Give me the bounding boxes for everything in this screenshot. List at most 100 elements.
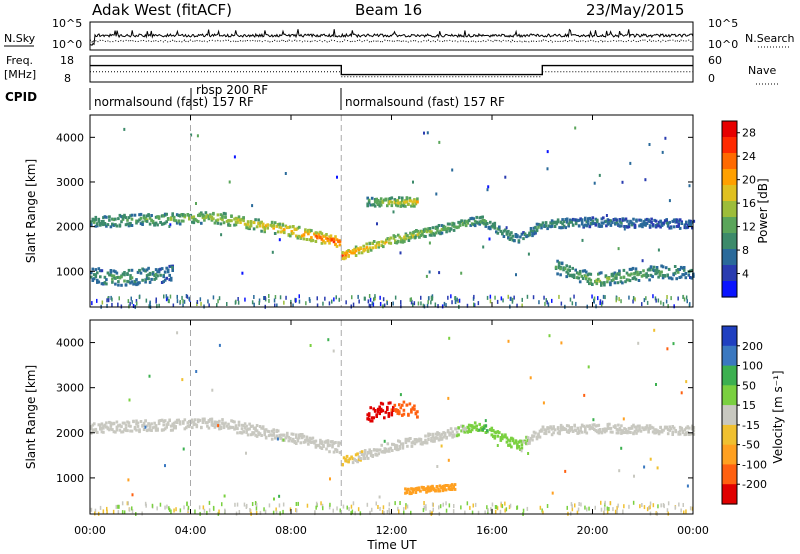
noise-cell: [128, 304, 130, 309]
radar-cell: [369, 406, 372, 410]
radar-cell: [440, 231, 444, 235]
radar-cell: [644, 218, 647, 222]
radar-cell: [478, 422, 481, 426]
radar-cell: [96, 222, 99, 226]
noise-cell: [689, 302, 691, 307]
cpid-row: CPID normalsound (fast) 157 RF rbsp 200 …: [5, 83, 505, 110]
noise-cell: [420, 301, 422, 306]
noise-cell: [683, 297, 686, 302]
radar-cell: [553, 220, 557, 224]
radar-cell: [367, 414, 371, 418]
noise-cell: [283, 300, 285, 305]
radar-cell: [402, 412, 406, 416]
radar-cell: [514, 235, 518, 238]
radar-cell: [237, 218, 241, 222]
isolated-cell: [276, 437, 279, 441]
radar-cell: [93, 218, 96, 222]
nave-trace: [90, 71, 693, 78]
radar-cell: [543, 428, 546, 432]
radar-cell: [399, 406, 403, 410]
radar-cell: [135, 428, 138, 432]
radar-cell: [317, 443, 321, 447]
radar-cell: [120, 220, 123, 224]
radar-cell: [464, 220, 468, 224]
radar-cell: [531, 434, 534, 438]
radar-cell: [630, 426, 634, 430]
radar-cell: [138, 430, 141, 434]
radar-cell: [127, 280, 131, 284]
colorbar-segment: [722, 201, 737, 218]
radar-cell: [681, 273, 684, 277]
radar-cell: [672, 225, 676, 229]
noise-cell: [106, 298, 108, 303]
radar-cell: [278, 225, 281, 229]
station-title: Adak West (fitACF): [92, 1, 232, 19]
radar-cell: [317, 233, 321, 237]
radar-cell: [252, 426, 256, 430]
radar-cell: [448, 433, 451, 437]
radar-cell: [483, 219, 486, 222]
noise-cell: [471, 510, 474, 515]
radar-cell: [308, 436, 312, 440]
noise-cell: [543, 295, 545, 300]
radar-cell: [692, 432, 696, 436]
radar-cell: [577, 429, 581, 433]
noise-cell: [600, 507, 603, 512]
radar-cell: [600, 283, 603, 287]
radar-cell: [670, 277, 674, 281]
radar-cell: [117, 283, 120, 287]
noise-cell: [238, 510, 241, 514]
radar-cell: [209, 417, 212, 421]
radar-cell: [219, 427, 223, 430]
radar-cell: [483, 220, 486, 224]
radar-cell: [174, 219, 177, 223]
radar-cell: [154, 215, 158, 219]
radar-cell: [215, 422, 218, 426]
radar-cell: [678, 429, 682, 433]
radar-cell: [334, 235, 337, 239]
radar-cell: [326, 441, 330, 445]
radar-cell: [150, 218, 153, 222]
noise-cell: [129, 301, 131, 306]
radar-cell: [550, 222, 554, 226]
radar-cell: [363, 449, 367, 452]
radar-cell: [682, 273, 686, 277]
radar-cell: [413, 438, 417, 441]
radar-cell: [172, 218, 176, 222]
radar-cell: [612, 274, 615, 278]
radar-cell: [428, 229, 432, 233]
radar-cell: [559, 220, 563, 224]
radar-cell: [690, 276, 694, 280]
noise-cell: [339, 508, 341, 513]
isolated-cell: [195, 370, 198, 373]
radar-cell: [222, 422, 226, 426]
radar-cell: [563, 267, 567, 270]
radar-cell: [680, 220, 683, 224]
radar-cell: [357, 248, 361, 252]
radar-cell: [169, 216, 173, 220]
radar-cell: [273, 221, 277, 225]
radar-cell: [688, 221, 691, 225]
radar-cell: [96, 280, 99, 284]
radar-cell: [371, 242, 374, 245]
radar-cell: [363, 457, 367, 460]
noise-cell: [295, 508, 297, 513]
radar-cell: [160, 267, 164, 271]
noise-cell: [274, 295, 277, 299]
radar-cell: [377, 452, 380, 456]
radar-cell: [410, 410, 413, 414]
radar-cell: [405, 197, 409, 201]
radar-cell: [627, 278, 630, 282]
radar-cell: [197, 418, 200, 422]
noise-cell: [409, 297, 412, 302]
radar-cell: [561, 425, 564, 429]
radar-cell: [395, 409, 398, 413]
nsearch-trace: [90, 38, 693, 44]
radar-cell: [335, 238, 339, 242]
radar-cell: [618, 269, 621, 273]
isolated-cell: [574, 126, 577, 130]
radar-cell: [557, 261, 561, 265]
radar-cell: [345, 251, 349, 255]
noise-cell: [410, 510, 412, 515]
